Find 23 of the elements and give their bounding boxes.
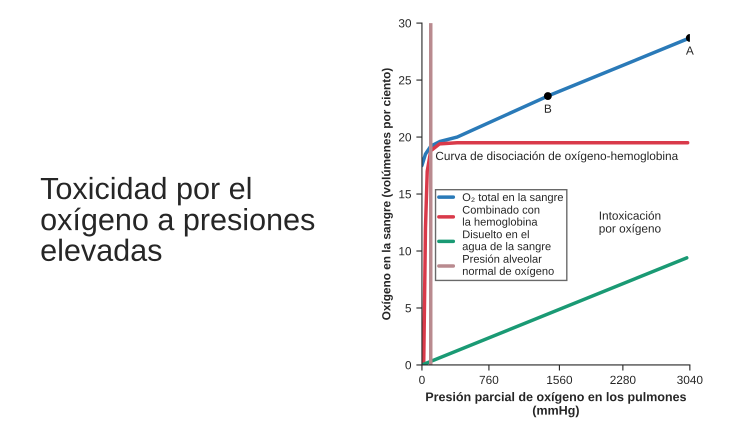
annotation: Curva de disociación de oxígeno-hemoglobina xyxy=(436,151,678,162)
y-tick-label: 25 xyxy=(398,76,412,84)
x-tick-label: 0 xyxy=(419,376,425,384)
legend-label: O₂ total en la sangre xyxy=(462,192,563,204)
x-tick-label: 1560 xyxy=(547,376,572,384)
x-tick-label: 2280 xyxy=(610,376,636,384)
text: Toxicidad por el oxígeno a presiones elevadas xyxy=(40,176,314,262)
x-tick-label: 760 xyxy=(480,376,498,384)
y-tick-label: 30 xyxy=(398,19,412,28)
annotation: B xyxy=(544,104,552,113)
y-axis-title: Oxígeno en la sangre (volúmenes por ciento) xyxy=(382,68,393,320)
y-tick-label: 5 xyxy=(405,304,412,312)
y-tick-label: 0 xyxy=(405,361,412,370)
legend-label: Combinado con la hemoglobina xyxy=(462,206,540,228)
y-tick-label: 15 xyxy=(399,190,412,198)
annotation: A xyxy=(686,46,694,55)
y-tick-label: 10 xyxy=(399,247,412,256)
annotation: Intoxicación por oxígeno xyxy=(600,210,661,236)
x-axis-title: Presión parcial de oxígeno en los pulmones (mmHg) xyxy=(426,392,686,418)
legend-label: Presión alveolar normal de oxígeno xyxy=(462,254,554,278)
x-tick-label: 3040 xyxy=(677,376,703,384)
y-tick-label: 20 xyxy=(398,133,412,142)
legend-label: Disuelto en el agua de la sangre xyxy=(462,230,551,252)
